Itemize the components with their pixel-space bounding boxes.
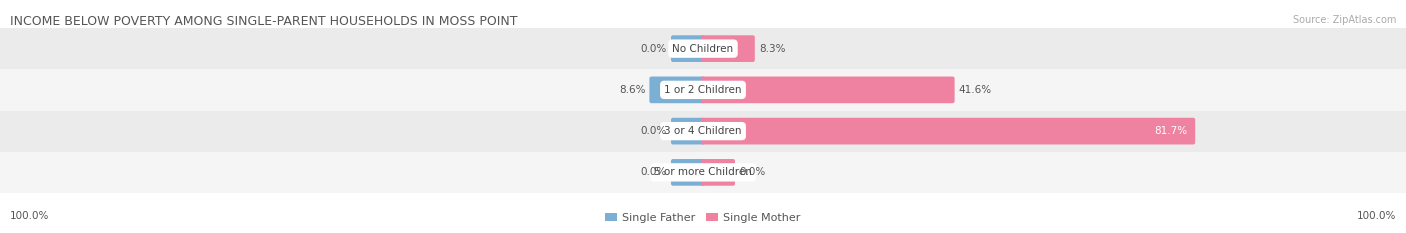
- FancyBboxPatch shape: [671, 35, 704, 62]
- FancyBboxPatch shape: [702, 118, 1195, 144]
- Bar: [0, 69, 1406, 110]
- Text: 8.3%: 8.3%: [759, 44, 786, 54]
- FancyBboxPatch shape: [702, 35, 755, 62]
- Legend: Single Father, Single Mother: Single Father, Single Mother: [600, 209, 806, 227]
- Text: 0.0%: 0.0%: [641, 44, 666, 54]
- FancyBboxPatch shape: [671, 159, 704, 186]
- Text: No Children: No Children: [672, 44, 734, 54]
- Text: 41.6%: 41.6%: [959, 85, 991, 95]
- FancyBboxPatch shape: [671, 118, 704, 144]
- FancyBboxPatch shape: [702, 159, 735, 186]
- Text: 1 or 2 Children: 1 or 2 Children: [664, 85, 742, 95]
- FancyBboxPatch shape: [702, 76, 955, 103]
- Text: 0.0%: 0.0%: [740, 167, 765, 177]
- Text: 8.6%: 8.6%: [619, 85, 645, 95]
- Text: 100.0%: 100.0%: [10, 211, 49, 221]
- FancyBboxPatch shape: [650, 76, 704, 103]
- Text: 0.0%: 0.0%: [641, 167, 666, 177]
- Text: 100.0%: 100.0%: [1357, 211, 1396, 221]
- Text: 5 or more Children: 5 or more Children: [654, 167, 752, 177]
- Text: 3 or 4 Children: 3 or 4 Children: [664, 126, 742, 136]
- Text: Source: ZipAtlas.com: Source: ZipAtlas.com: [1292, 15, 1396, 25]
- Bar: [0, 28, 1406, 69]
- Bar: [0, 110, 1406, 152]
- Text: INCOME BELOW POVERTY AMONG SINGLE-PARENT HOUSEHOLDS IN MOSS POINT: INCOME BELOW POVERTY AMONG SINGLE-PARENT…: [10, 15, 517, 28]
- Text: 81.7%: 81.7%: [1154, 126, 1187, 136]
- Bar: [0, 152, 1406, 193]
- Text: 0.0%: 0.0%: [641, 126, 666, 136]
